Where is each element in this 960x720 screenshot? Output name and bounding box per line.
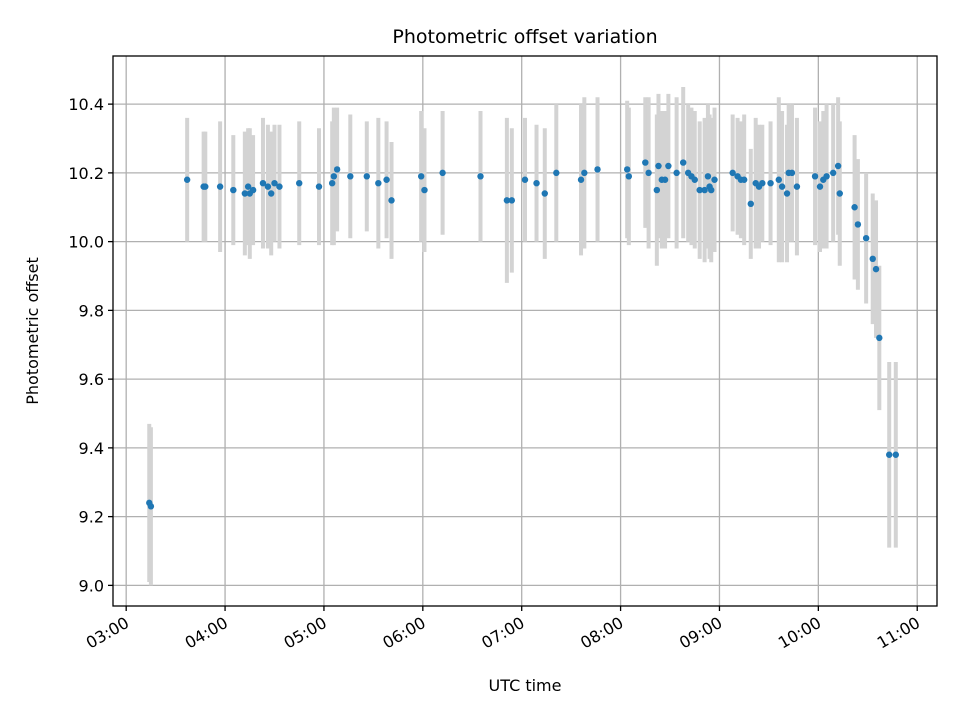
data-point — [503, 197, 511, 204]
data-point — [642, 159, 649, 166]
y-tick-label: 9.4 — [79, 439, 104, 458]
data-point — [854, 221, 862, 228]
data-point — [816, 183, 824, 190]
data-point — [315, 183, 323, 190]
data-point — [388, 197, 395, 204]
data-point — [793, 183, 801, 190]
data-point — [533, 179, 540, 187]
data-point — [417, 173, 425, 180]
plot-frame — [112, 55, 938, 607]
y-tick-label: 10.0 — [68, 233, 104, 252]
data-point — [680, 159, 687, 166]
data-points — [146, 159, 899, 510]
data-point — [869, 255, 876, 263]
data-point — [521, 176, 529, 183]
data-point — [892, 451, 899, 458]
data-point — [823, 173, 830, 180]
data-point — [230, 186, 237, 194]
data-point — [778, 183, 786, 190]
data-point — [477, 173, 484, 180]
data-point — [264, 183, 272, 190]
data-point — [216, 183, 224, 190]
data-point — [645, 169, 652, 177]
data-point — [241, 190, 249, 197]
data-point — [363, 173, 370, 180]
data-point — [541, 190, 548, 197]
chart-title: Photometric offset variation — [392, 26, 657, 48]
data-point — [347, 173, 354, 180]
y-tick-label: 9.2 — [79, 508, 104, 527]
data-point — [788, 169, 796, 177]
x-axis-label: UTC time — [489, 676, 562, 695]
y-tick-label: 9.0 — [79, 576, 104, 595]
data-point — [439, 169, 446, 177]
data-point — [625, 173, 633, 180]
data-point — [767, 179, 774, 187]
data-point — [259, 179, 267, 187]
data-point — [691, 176, 698, 183]
data-point — [244, 183, 252, 190]
data-point — [851, 204, 858, 211]
data-point — [704, 173, 712, 180]
data-point — [834, 162, 842, 170]
y-tick-label: 10.4 — [68, 95, 104, 114]
data-point — [708, 186, 715, 194]
data-point — [577, 176, 585, 183]
y-tick-label: 9.8 — [79, 301, 104, 320]
data-point — [740, 176, 748, 183]
y-axis-label: Photometric offset — [23, 257, 42, 405]
data-point — [249, 186, 257, 194]
data-point — [665, 162, 672, 170]
data-point — [747, 200, 754, 208]
data-point — [759, 179, 766, 187]
data-point — [696, 186, 703, 194]
data-point — [862, 234, 870, 242]
y-tick-label: 9.6 — [79, 370, 104, 389]
data-point — [783, 190, 791, 197]
data-point — [147, 503, 155, 510]
data-point — [594, 166, 601, 173]
data-point — [268, 190, 275, 197]
data-point — [553, 169, 560, 177]
data-point — [421, 186, 428, 194]
data-point — [829, 169, 837, 177]
data-point — [183, 176, 191, 183]
data-point — [775, 176, 782, 183]
data-point — [383, 176, 390, 183]
data-point — [271, 179, 278, 187]
data-point — [653, 186, 661, 194]
y-tick-label: 10.2 — [68, 164, 104, 183]
data-point — [729, 169, 736, 177]
data-point — [701, 186, 708, 194]
data-point — [581, 169, 588, 177]
data-point — [276, 183, 283, 190]
data-point — [333, 166, 341, 173]
data-point — [876, 334, 883, 342]
data-point — [872, 265, 880, 273]
data-point — [375, 179, 382, 187]
data-point — [711, 176, 718, 183]
data-point — [296, 179, 303, 187]
data-point — [202, 183, 209, 190]
data-point — [836, 190, 843, 197]
data-point — [328, 179, 336, 187]
data-point — [661, 176, 669, 183]
data-point — [330, 173, 338, 180]
data-point — [673, 169, 680, 177]
data-point — [655, 162, 662, 170]
data-point — [811, 173, 819, 180]
data-point — [886, 451, 893, 458]
data-point — [623, 166, 631, 173]
data-point — [508, 197, 516, 204]
